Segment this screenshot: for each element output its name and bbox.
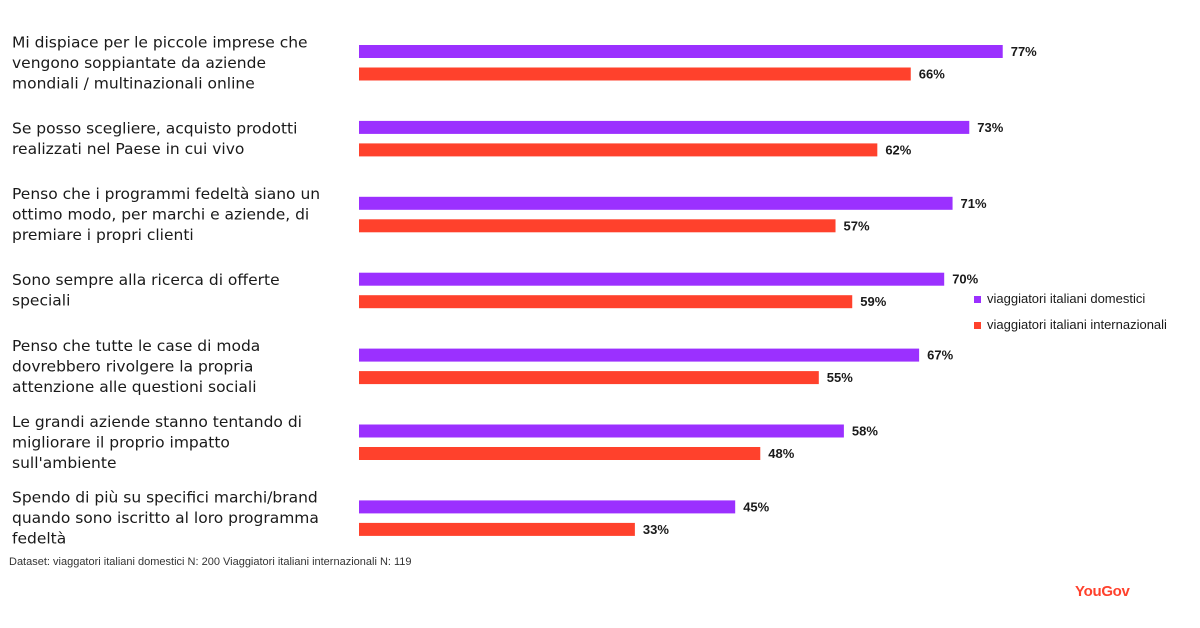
bar-value-label: 73% — [977, 120, 1003, 135]
bar-value-label: 55% — [827, 370, 853, 385]
bar — [359, 120, 970, 134]
bar — [359, 143, 878, 157]
bar-value-label: 71% — [961, 196, 987, 211]
category-label-line: mondiali / multinazionali online — [12, 74, 255, 92]
category-label-line: migliorare il proprio impatto — [12, 433, 230, 451]
bar — [359, 522, 635, 536]
category-label-line: Sono sempre alla ricerca di offerte — [12, 271, 280, 289]
category-label: Penso che i programmi fedeltà siano un ot… — [12, 185, 320, 244]
category-label: Le grandi aziende stanno tentando di migl… — [12, 413, 302, 472]
bar — [359, 371, 819, 385]
category-label-line: Penso che tutte le case di moda — [12, 337, 260, 355]
category-label: Spendo di più su specifici marchi/brand q… — [12, 489, 319, 548]
bar-value-label: 58% — [852, 424, 878, 439]
category-label: Se posso scegliere, acquisto prodotti rea… — [12, 119, 297, 158]
category-label-line: Se posso scegliere, acquisto prodotti — [12, 119, 297, 137]
category-label: Penso che tutte le case di moda dovrebber… — [12, 337, 260, 396]
category-label-line: Penso che i programmi fedeltà siano un — [12, 185, 320, 203]
bar-value-label: 62% — [885, 142, 911, 157]
category-label-line: Le grandi aziende stanno tentando di — [12, 413, 302, 431]
bar-value-label: 70% — [952, 272, 978, 287]
bar — [359, 45, 1003, 58]
bar — [359, 295, 853, 309]
dataset-footnote: Dataset: viaggatori italiani domestici N… — [9, 556, 412, 568]
bar — [359, 424, 844, 438]
category-label-line: premiare i propri clienti — [12, 226, 194, 244]
category-label-line: Mi dispiace per le piccole imprese che — [12, 33, 308, 51]
legend-swatch — [974, 296, 981, 303]
bar-value-label: 45% — [743, 499, 769, 514]
category-label-line: quando sono iscritto al loro programma — [12, 509, 319, 527]
category-label-line: fedeltà — [12, 530, 66, 548]
bar — [359, 447, 761, 460]
legend-label: viaggiatori italiani internazionali — [987, 317, 1167, 332]
legend-label: viaggiatori italiani domestici — [987, 291, 1145, 306]
bar — [359, 67, 911, 81]
category-label-line: speciali — [12, 292, 70, 310]
bar — [359, 272, 945, 286]
bar-value-label: 66% — [919, 67, 945, 82]
bar-value-label: 77% — [1011, 44, 1037, 59]
bar-value-label: 59% — [860, 294, 886, 309]
category-label-line: ottimo modo, per marchi e aziende, di — [12, 206, 309, 224]
category-label-line: attenzione alle questioni sociali — [12, 378, 257, 396]
bar — [359, 219, 836, 233]
bar-value-label: 48% — [768, 446, 794, 461]
category-label: Mi dispiace per le piccole imprese che ve… — [12, 33, 308, 92]
category-label-line: sull'ambiente — [12, 454, 117, 472]
bar — [359, 348, 920, 362]
legend-swatch — [974, 322, 981, 329]
category-label-line: dovrebbero rivolgere la propria — [12, 357, 253, 375]
category-label: Sono sempre alla ricerca di offerte speci… — [12, 271, 280, 310]
bar-value-label: 33% — [643, 522, 669, 537]
bar-value-label: 67% — [927, 348, 953, 363]
category-label-line: vengono soppiantate da aziende — [12, 54, 266, 72]
bar — [359, 196, 953, 210]
category-label-line: Spendo di più su specifici marchi/brand — [12, 489, 318, 507]
bar-value-label: 57% — [844, 218, 870, 233]
category-label-line: realizzati nel Paese in cui vivo — [12, 140, 244, 158]
bar — [359, 500, 736, 514]
yougov-logo: YouGov — [1075, 583, 1130, 600]
